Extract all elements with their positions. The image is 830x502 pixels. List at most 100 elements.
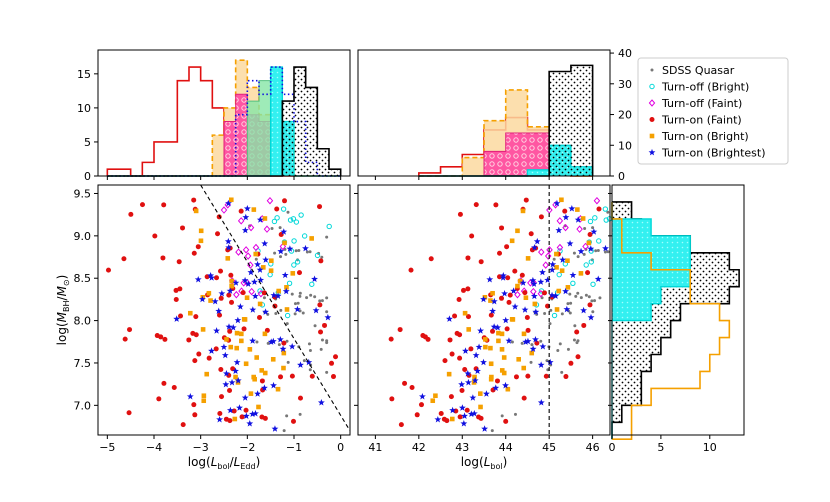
sc-lum-point-ton_brightest [602,244,609,252]
sc-edd-point-toff_bright [271,218,278,225]
sc-lum-point-ton_bright [586,240,592,246]
sc-edd-point-sdss [286,360,290,364]
sc-lum-point-ton_brightest [519,279,527,286]
sc-edd-point-ton_faint [180,422,186,428]
sc-lum-point-ton_brightest [458,404,466,411]
sc-lum-point-ton_faint [456,296,462,302]
sc-edd-point-toff_bright [286,280,293,286]
sc-edd-point-ton_bright [239,338,244,344]
sc-lum-point-ton_brightest [530,292,538,300]
legend-marker-ton_brightest [648,148,656,156]
sc-edd-point-toff_bright [326,223,332,230]
sc-edd-point-ton_brightest [256,266,264,273]
sc-edd-point-sdss [282,429,286,433]
sc-edd-point-sdss [320,255,324,259]
sc-edd-point-sdss [298,412,302,416]
sc-edd-point-ton_faint [218,295,224,301]
sc-lum-point-sdss [572,251,576,255]
sc-edd-point-ton_faint [318,258,324,264]
sc-edd-point-sdss [325,235,329,239]
sc-lum-point-ton_faint [519,272,525,278]
sc-edd-point-sdss [320,338,324,342]
sc-lum-point-toff_bright [551,312,558,319]
sc-lum-point-ton_faint [388,336,394,342]
sc-lum-point-sdss [548,322,552,326]
sc-edd-point-toff_bright [301,233,308,239]
sc-edd-point-ton_bright [253,251,259,257]
sc-edd-point-sdss [313,324,317,328]
legend-marker-toff_faint [648,99,656,107]
sc-lum-point-ton_brightest [563,305,571,313]
sc-edd-point-ton_faint [256,314,262,320]
sc-lum-point-sdss [560,312,564,316]
hist-edd-ytick-15-label: 15 [77,68,91,81]
sc-edd-point-ton_faint [122,336,128,342]
sc-edd-point-sdss [279,255,283,259]
sc-edd-point-toff_bright [298,212,304,218]
sc-edd-point-sdss [293,302,297,306]
sc-lum-point-ton_brightest [477,327,484,334]
sc-edd-point-ton_bright [193,208,199,214]
sc-lum-point-ton_brightest [434,415,442,423]
sc-lum-point-ton_brightest [552,292,560,299]
sc-edd-point-ton_bright [251,207,257,212]
sc-edd-point-ton_bright [198,238,204,244]
legend-label-toff_faint: Turn-off (Faint) [661,97,742,110]
sc-lum-point-ton_faint [521,395,527,401]
sc-lum-point-ton_faint [524,314,530,320]
sc-edd-point-ton_faint [259,378,265,384]
sc-lum-point-ton_faint [457,355,463,361]
sc-edd-point-ton_faint [281,340,287,346]
sc-edd-point-ton_bright [262,370,268,376]
sc-lum-point-ton_faint [414,412,420,418]
sc-lum-point-ton_faint [397,327,403,333]
sc-lum-point-toff_faint [542,261,549,269]
sc-edd-point-ton_brightest [256,216,264,223]
sc-lum-point-ton_faint [507,292,513,298]
sc-lum-point-ton_brightest [472,351,480,359]
sc-edd-point-ton_brightest [225,323,233,330]
sc-edd-point-ton_faint [227,387,233,393]
sc-edd-point-ton_faint [223,416,229,422]
sc-edd-point-sdss [308,368,312,372]
sc-lum-point-ton_bright [554,251,559,257]
sc-edd-point-ton_faint [156,396,162,402]
sc-lum-point-sdss [573,324,577,328]
hist-lum-ytick-0-label: 0 [618,170,625,183]
sc-lum-point-ton_brightest [418,392,426,400]
sc-lum-point-ton_brightest [521,306,529,313]
sc-lum-point-sdss [574,294,578,298]
sc-lum-point-ton_faint [454,330,460,336]
sc-edd-point-toff_faint [279,242,287,251]
sc-edd-point-sdss [325,310,329,314]
hist-mass-frame [611,184,745,436]
sc-edd-point-toff_bright [290,216,297,222]
sc-lum-point-ton_brightest [460,420,468,427]
sc-edd-point-ton_brightest [241,276,249,284]
sc-edd-point-sdss [285,322,289,326]
sc-lum-point-toff_faint [530,287,537,296]
sc-edd-point-toff_bright [267,271,273,278]
sc-lum-point-ton_brightest [594,275,602,283]
sc-lum-point-toff_bright [588,259,595,265]
sc-lum-point-ton_faint [562,208,568,214]
sc-lum-point-ton_bright [554,265,559,270]
sc-lum-point-ton_bright [499,347,505,352]
sc-lum-point-ton_brightest [522,338,530,345]
hist-mass-xtick-10-label: 10 [703,441,717,454]
sc-lum-point-ton_brightest [548,266,556,273]
sc-lum-xtick-41-label: 41 [368,441,382,454]
sc-edd-point-ton_faint [196,351,202,357]
sc-lum-point-sdss [530,343,534,347]
hist-mass-xtick-5-label: 5 [657,441,664,454]
legend-label-sdss: SDSS Quasar [662,64,735,77]
sc-lum-point-ton_brightest [464,369,472,377]
sc-lum-point-ton_brightest [470,409,478,417]
sc-lum-point-ton_faint [464,407,470,413]
sc-edd-point-ton_bright [208,298,213,303]
sc-lum-point-sdss [552,257,556,261]
sc-edd-point-ton_brightest [218,289,226,297]
sc-lum-point-ton_bright [489,374,494,380]
sc-edd-point-ton_brightest [222,380,230,388]
sc-edd-point-ton_brightest [208,274,216,281]
